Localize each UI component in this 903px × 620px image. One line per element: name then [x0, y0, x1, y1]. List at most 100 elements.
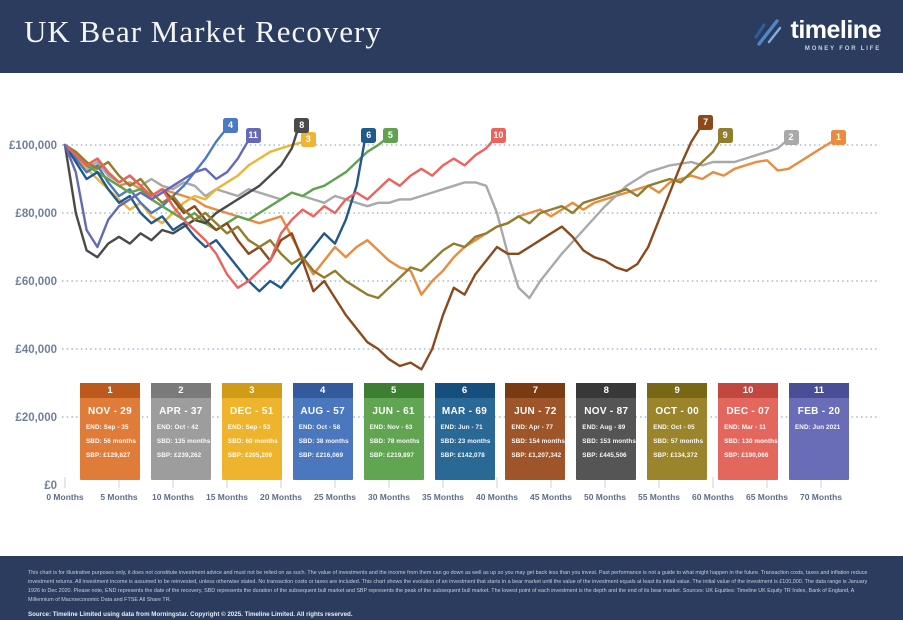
series-marker-2: 2 [783, 129, 799, 145]
recovery-card-10: 10 DEC - 07 END: Mar - 11 SBD: 130 month… [718, 383, 779, 480]
card-sbp: SBP: £445,506 [582, 452, 627, 459]
card-date: NOV - 29 [87, 406, 133, 417]
card-date: JUN - 61 [372, 406, 415, 417]
card-end-date: END: Jun 2021 [795, 424, 841, 431]
card-end-date: END: Mar - 11 [724, 424, 766, 431]
card-number: 2 [150, 383, 211, 398]
x-axis-tick-label: 65 Months [746, 492, 788, 502]
card-sbp: SBP: £239,262 [156, 452, 202, 459]
card-date: AUG - 57 [300, 406, 345, 417]
card-number: 9 [647, 383, 708, 398]
series-marker-8: 8 [294, 118, 310, 133]
card-number: 1 [80, 383, 140, 398]
card-sbd: SBD: 60 months [227, 438, 278, 445]
series-marker-4: 4 [223, 118, 238, 133]
page-title: UK Bear Market Recovery [24, 14, 382, 49]
y-axis-tick-label: £40,000 [15, 344, 57, 356]
card-date: DEC - 07 [726, 406, 770, 417]
card-date: JUN - 72 [514, 406, 557, 417]
recovery-card-1: 1 NOV - 29 END: Sep - 35 SBD: 56 months … [80, 383, 140, 480]
card-end-date: END: Oct - 42 [156, 424, 199, 431]
card-sbd: SBD: 23 months [440, 438, 491, 445]
x-axis-tick-label: 30 Months [368, 492, 410, 502]
logo-tagline: MONEY FOR LIFE [804, 45, 881, 52]
card-sbp: SBP: £216,069 [298, 452, 344, 459]
recovery-card-9: 9 OCT - 00 END: Oct - 05 SBD: 57 months … [647, 383, 708, 480]
y-axis-tick-label: £20,000 [15, 412, 57, 424]
x-axis-tick-label: 0 Months [46, 492, 84, 502]
card-end-date: END: Sep - 35 [86, 424, 129, 431]
series-marker-9: 9 [717, 128, 733, 144]
x-axis-tick-label: 10 Months [152, 492, 194, 502]
x-axis-tick-label: 20 Months [260, 492, 302, 502]
x-axis-tick-label: 50 Months [584, 492, 626, 502]
card-sbd: SBD: 130 months [724, 438, 778, 445]
card-end-date: END: Oct - 58 [298, 424, 341, 431]
card-end-date: END: Oct - 05 [653, 424, 695, 431]
y-axis-tick-label: £100,000 [9, 140, 57, 152]
x-axis-tick-label: 60 Months [692, 492, 734, 502]
series-line-7 [63, 123, 704, 371]
series-line-1 [63, 138, 837, 296]
card-number: 4 [292, 383, 353, 398]
series-marker-3: 3 [300, 131, 316, 147]
series-marker-1: 1 [831, 129, 847, 145]
card-sbd: SBD: 38 months [298, 438, 349, 445]
card-sbp: SBP: £142,078 [440, 452, 485, 459]
x-axis-tick-label: 35 Months [422, 492, 464, 502]
x-axis-tick-label: 15 Months [206, 492, 248, 502]
series-line-5 [63, 136, 388, 232]
card-date: MAR - 69 [441, 406, 488, 417]
series-line-10 [63, 136, 496, 289]
series-line-11 [63, 136, 251, 249]
series-line-3 [63, 140, 306, 225]
series-line-2 [63, 138, 789, 300]
card-date: DEC - 51 [230, 406, 274, 417]
y-axis-tick-label: £60,000 [15, 276, 57, 288]
card-sbp: SBP: £205,209 [227, 452, 273, 459]
card-sbp: SBP: £134,372 [653, 452, 698, 459]
card-sbd: SBD: 56 months [86, 438, 137, 445]
card-number: 7 [505, 383, 566, 398]
timeline-logo: timeline MONEY FOR LIFE [752, 15, 882, 53]
card-number: 5 [363, 383, 424, 398]
card-end-date: END: Sep - 53 [227, 424, 271, 431]
card-number: 10 [718, 383, 779, 398]
card-end-date: END: Apr - 77 [511, 424, 554, 431]
series-marker-6: 6 [361, 128, 377, 144]
card-end-date: END: Jun - 71 [440, 424, 483, 431]
x-axis-tick-label: 70 Months [800, 492, 842, 502]
card-sbp: SBP: £129,627 [86, 452, 131, 459]
header-bar: UK Bear Market Recovery timeline MONEY F… [0, 0, 903, 73]
source-copyright-text: Source: Timeline Limited using data from… [28, 610, 353, 618]
timeline-logo-icon [752, 16, 784, 53]
series-line-4 [63, 126, 229, 215]
recovery-card-11: 11 FEB - 20 END: Jun 2021 [789, 383, 849, 480]
card-date: FEB - 20 [797, 406, 841, 417]
series-line-8 [63, 126, 300, 259]
logo-wordmark: timeline [790, 15, 882, 44]
card-date: NOV - 87 [584, 406, 629, 417]
x-axis-tick-label: 40 Months [476, 492, 518, 502]
recovery-card-2: 2 APR - 37 END: Oct - 42 SBD: 135 months… [150, 383, 211, 480]
series-marker-5: 5 [382, 128, 398, 144]
disclaimer-text: This chart is for illustrative purposes … [28, 570, 868, 603]
y-axis-tick-label: £0 [44, 480, 57, 492]
card-number: 8 [576, 383, 637, 398]
x-axis-tick-label: 5 Months [100, 492, 138, 502]
card-number: 6 [434, 383, 495, 398]
card-sbp: SBP: £219,897 [369, 452, 414, 459]
y-axis-tick-label: £80,000 [15, 208, 57, 220]
recovery-card-6: 6 MAR - 69 END: Jun - 71 SBD: 23 months … [434, 383, 495, 480]
card-sbd: SBD: 135 months [156, 438, 211, 445]
x-axis-tick-label: 25 Months [314, 492, 356, 502]
recovery-card-8: 8 NOV - 87 END: Aug - 89 SBD: 153 months… [576, 383, 637, 480]
series-marker-10: 10 [490, 128, 506, 144]
footer-bar: This chart is for illustrative purposes … [0, 556, 903, 620]
card-number: 11 [789, 383, 849, 398]
card-number: 3 [221, 383, 282, 398]
series-line-9 [63, 136, 723, 300]
recovery-card-4: 4 AUG - 57 END: Oct - 58 SBD: 38 months … [292, 383, 353, 480]
